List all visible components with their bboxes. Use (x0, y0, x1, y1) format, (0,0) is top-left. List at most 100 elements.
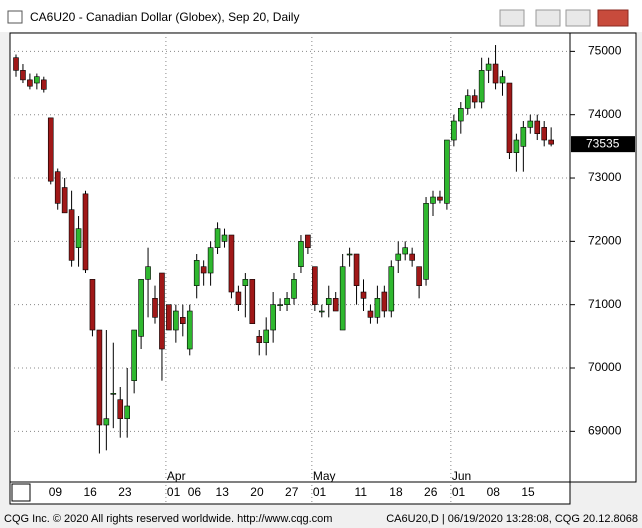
candle-body (471, 95, 478, 103)
minimize-button[interactable] (535, 9, 561, 27)
last-price-box (571, 136, 635, 153)
candle-body (305, 234, 311, 248)
candle-body (430, 196, 436, 204)
candle-body (367, 310, 374, 318)
candle-body (416, 266, 422, 286)
candle-body (124, 405, 130, 419)
candle-body (437, 196, 443, 201)
candle-body (485, 63, 492, 71)
candle-body (54, 171, 61, 204)
candle-body (61, 187, 68, 214)
candle-body (207, 247, 214, 274)
time-axis (9, 481, 571, 505)
candle-body (186, 310, 193, 350)
candle-body (117, 399, 124, 419)
x-tick-label: 27 (285, 485, 299, 499)
app-icon (7, 10, 23, 24)
x-tick-label: 06 (188, 485, 202, 499)
candle-body (20, 70, 26, 81)
link-button[interactable] (499, 9, 525, 27)
candle-body (374, 298, 381, 318)
candle-body (409, 253, 415, 261)
candle-body (13, 57, 19, 71)
candle-body (346, 253, 353, 256)
candle-body (256, 336, 263, 343)
candle-body (457, 108, 464, 122)
candle-body (291, 279, 297, 299)
candle-body (89, 279, 96, 331)
candle-body (159, 272, 165, 350)
candle-body (402, 247, 409, 255)
candle-body (513, 139, 520, 153)
last-price-label: 73535 (586, 136, 620, 150)
title-bar (0, 0, 642, 32)
candle-body (200, 266, 207, 274)
candle-body (34, 76, 40, 84)
month-label: Jun (452, 469, 471, 483)
candle-body (339, 266, 346, 331)
x-tick-label: 09 (49, 485, 63, 499)
candle-body (270, 304, 276, 331)
candle-body (423, 203, 429, 280)
candle-body (506, 82, 513, 153)
candle-body (47, 117, 54, 182)
candle-body (381, 291, 388, 312)
plot-area (9, 32, 571, 483)
x-tick-label: 15 (521, 485, 535, 499)
y-tick-label: 74000 (588, 107, 622, 121)
candle-body (242, 279, 249, 286)
y-tick-label: 69000 (588, 424, 622, 438)
y-tick-label: 73000 (588, 170, 622, 184)
candle-body (110, 393, 117, 395)
candle-body (298, 241, 304, 267)
x-tick-label: 13 (216, 485, 230, 499)
candle-body (68, 209, 75, 261)
candle-body (40, 79, 47, 90)
candle-body (499, 76, 506, 84)
y-tick-label: 75000 (588, 44, 622, 58)
candle-body (534, 120, 541, 134)
candle-body (27, 79, 33, 87)
candle-body (353, 253, 360, 286)
candle-body (82, 193, 89, 271)
x-tick-label: 01 (167, 485, 181, 499)
y-tick-label: 71000 (588, 297, 622, 311)
x-tick-label: 01 (452, 485, 466, 499)
candle-body (395, 253, 402, 261)
candle-body (228, 234, 235, 293)
x-tick-label: 08 (487, 485, 501, 499)
candle-body (318, 310, 325, 313)
candle-body (263, 329, 270, 343)
candle-body (131, 329, 137, 381)
close-button[interactable] (597, 9, 629, 27)
candle-body (325, 298, 332, 305)
candle-body (221, 234, 228, 242)
candle-body (138, 279, 144, 337)
copyright: CQG Inc. © 2020 All rights reserved worl… (4, 513, 332, 525)
candle-body (180, 317, 186, 324)
maximize-button[interactable] (565, 9, 591, 27)
candle-body (527, 120, 534, 128)
corner-box (11, 483, 31, 502)
candle-body (75, 228, 82, 248)
y-tick-label: 70000 (588, 360, 622, 374)
candle-body (388, 266, 395, 312)
candle-body (444, 139, 450, 204)
candle-body (360, 291, 367, 299)
candle-body (464, 95, 471, 109)
candle-body (173, 310, 179, 331)
candle-body (478, 70, 485, 103)
x-tick-label: 18 (389, 485, 403, 499)
candle-body (284, 298, 290, 305)
price-axis (569, 32, 637, 483)
x-tick-label: 01 (313, 485, 327, 499)
status-info: CA6U20,D | 06/19/2020 13:28:08, CQG 20.1… (386, 513, 638, 525)
x-tick-label: 23 (118, 485, 132, 499)
x-tick-label: 26 (424, 485, 438, 499)
candle-body (152, 298, 158, 318)
month-label: May (313, 469, 336, 483)
candle-body (332, 298, 339, 312)
candle-body (451, 120, 457, 141)
candle-body (193, 260, 200, 286)
